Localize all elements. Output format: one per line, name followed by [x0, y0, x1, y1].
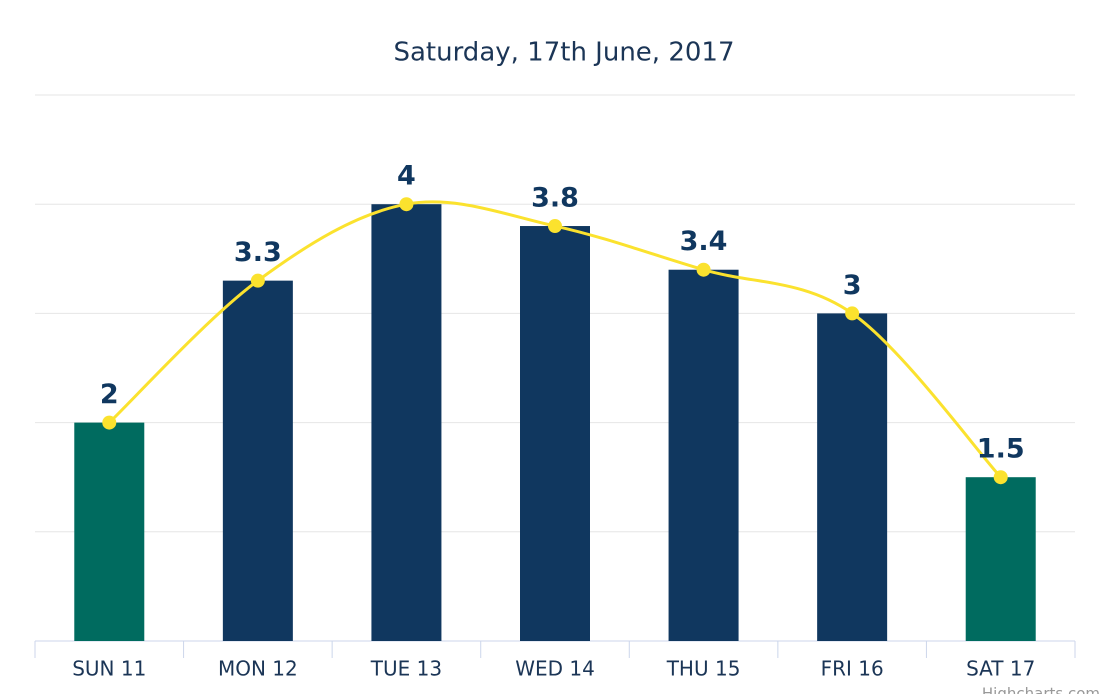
x-tick-label: SUN 11	[72, 657, 146, 681]
spline-point	[696, 262, 711, 277]
x-tick-label: WED 14	[515, 657, 595, 681]
x-tick-label: FRI 16	[821, 657, 884, 681]
x-tick-label: SAT 17	[966, 657, 1035, 681]
data-label: 3	[843, 270, 862, 301]
data-label: 3.4	[680, 226, 728, 257]
spline-point	[993, 470, 1008, 485]
bar	[817, 313, 888, 641]
bar	[520, 226, 590, 642]
data-label: 2	[100, 379, 119, 410]
bar	[74, 422, 145, 641]
data-label: 4	[397, 161, 416, 192]
spline-point	[102, 415, 117, 430]
spline-point	[399, 197, 414, 212]
x-tick-label: THU 15	[666, 657, 741, 681]
spline-point	[548, 219, 562, 234]
credit: Highcharts.com	[982, 685, 1100, 694]
data-label: 1.5	[977, 434, 1025, 465]
chart-title: Saturday, 17th June, 2017	[393, 38, 734, 68]
x-tick-label: MON 12	[218, 657, 298, 681]
bar	[965, 477, 1036, 641]
bar	[668, 269, 739, 641]
bar	[222, 280, 293, 641]
spline-point	[250, 273, 265, 288]
bar	[371, 204, 442, 641]
x-tick-label: TUE 13	[370, 657, 442, 681]
spline-point	[845, 306, 860, 321]
data-label: 3.3	[234, 237, 282, 268]
data-label: 3.8	[531, 183, 579, 214]
